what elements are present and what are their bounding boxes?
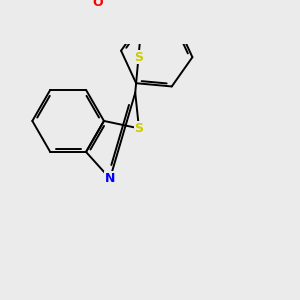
Text: N: N <box>105 172 115 185</box>
Text: S: S <box>134 51 143 64</box>
Text: S: S <box>134 122 143 135</box>
Text: O: O <box>92 0 103 9</box>
